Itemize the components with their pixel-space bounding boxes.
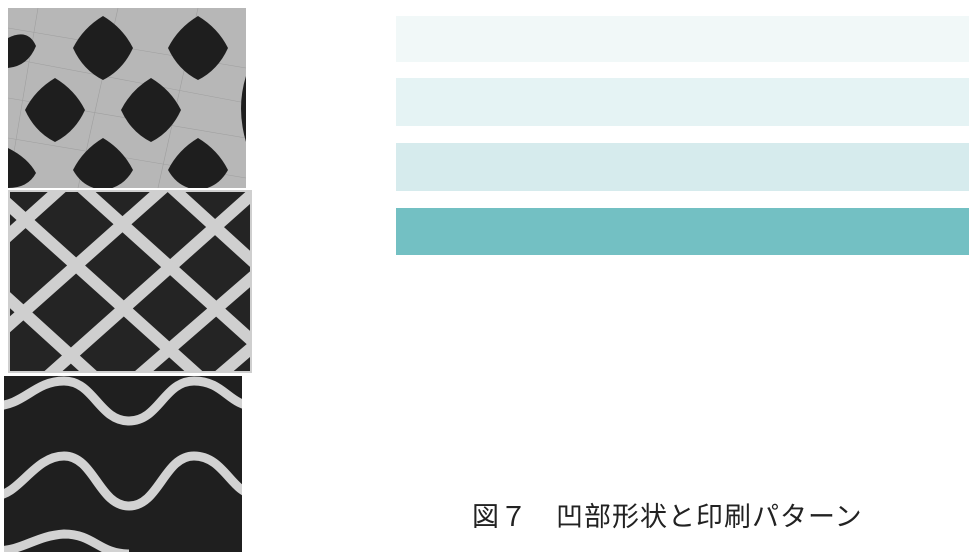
wave-pattern-graphic xyxy=(4,376,242,552)
print-swatch-4 xyxy=(396,208,969,255)
grid-pattern-graphic xyxy=(10,192,250,371)
figure-caption: 図７ 凹部形状と印刷パターン xyxy=(472,502,863,533)
print-swatch-3 xyxy=(396,143,969,191)
micrograph-diamond-pattern xyxy=(8,8,246,188)
micrograph-wave-pattern xyxy=(4,376,242,552)
micrograph-grid-pattern xyxy=(8,190,252,373)
diamond-pattern-graphic xyxy=(8,8,246,188)
print-swatch-1 xyxy=(396,16,969,62)
print-swatch-2 xyxy=(396,78,969,126)
